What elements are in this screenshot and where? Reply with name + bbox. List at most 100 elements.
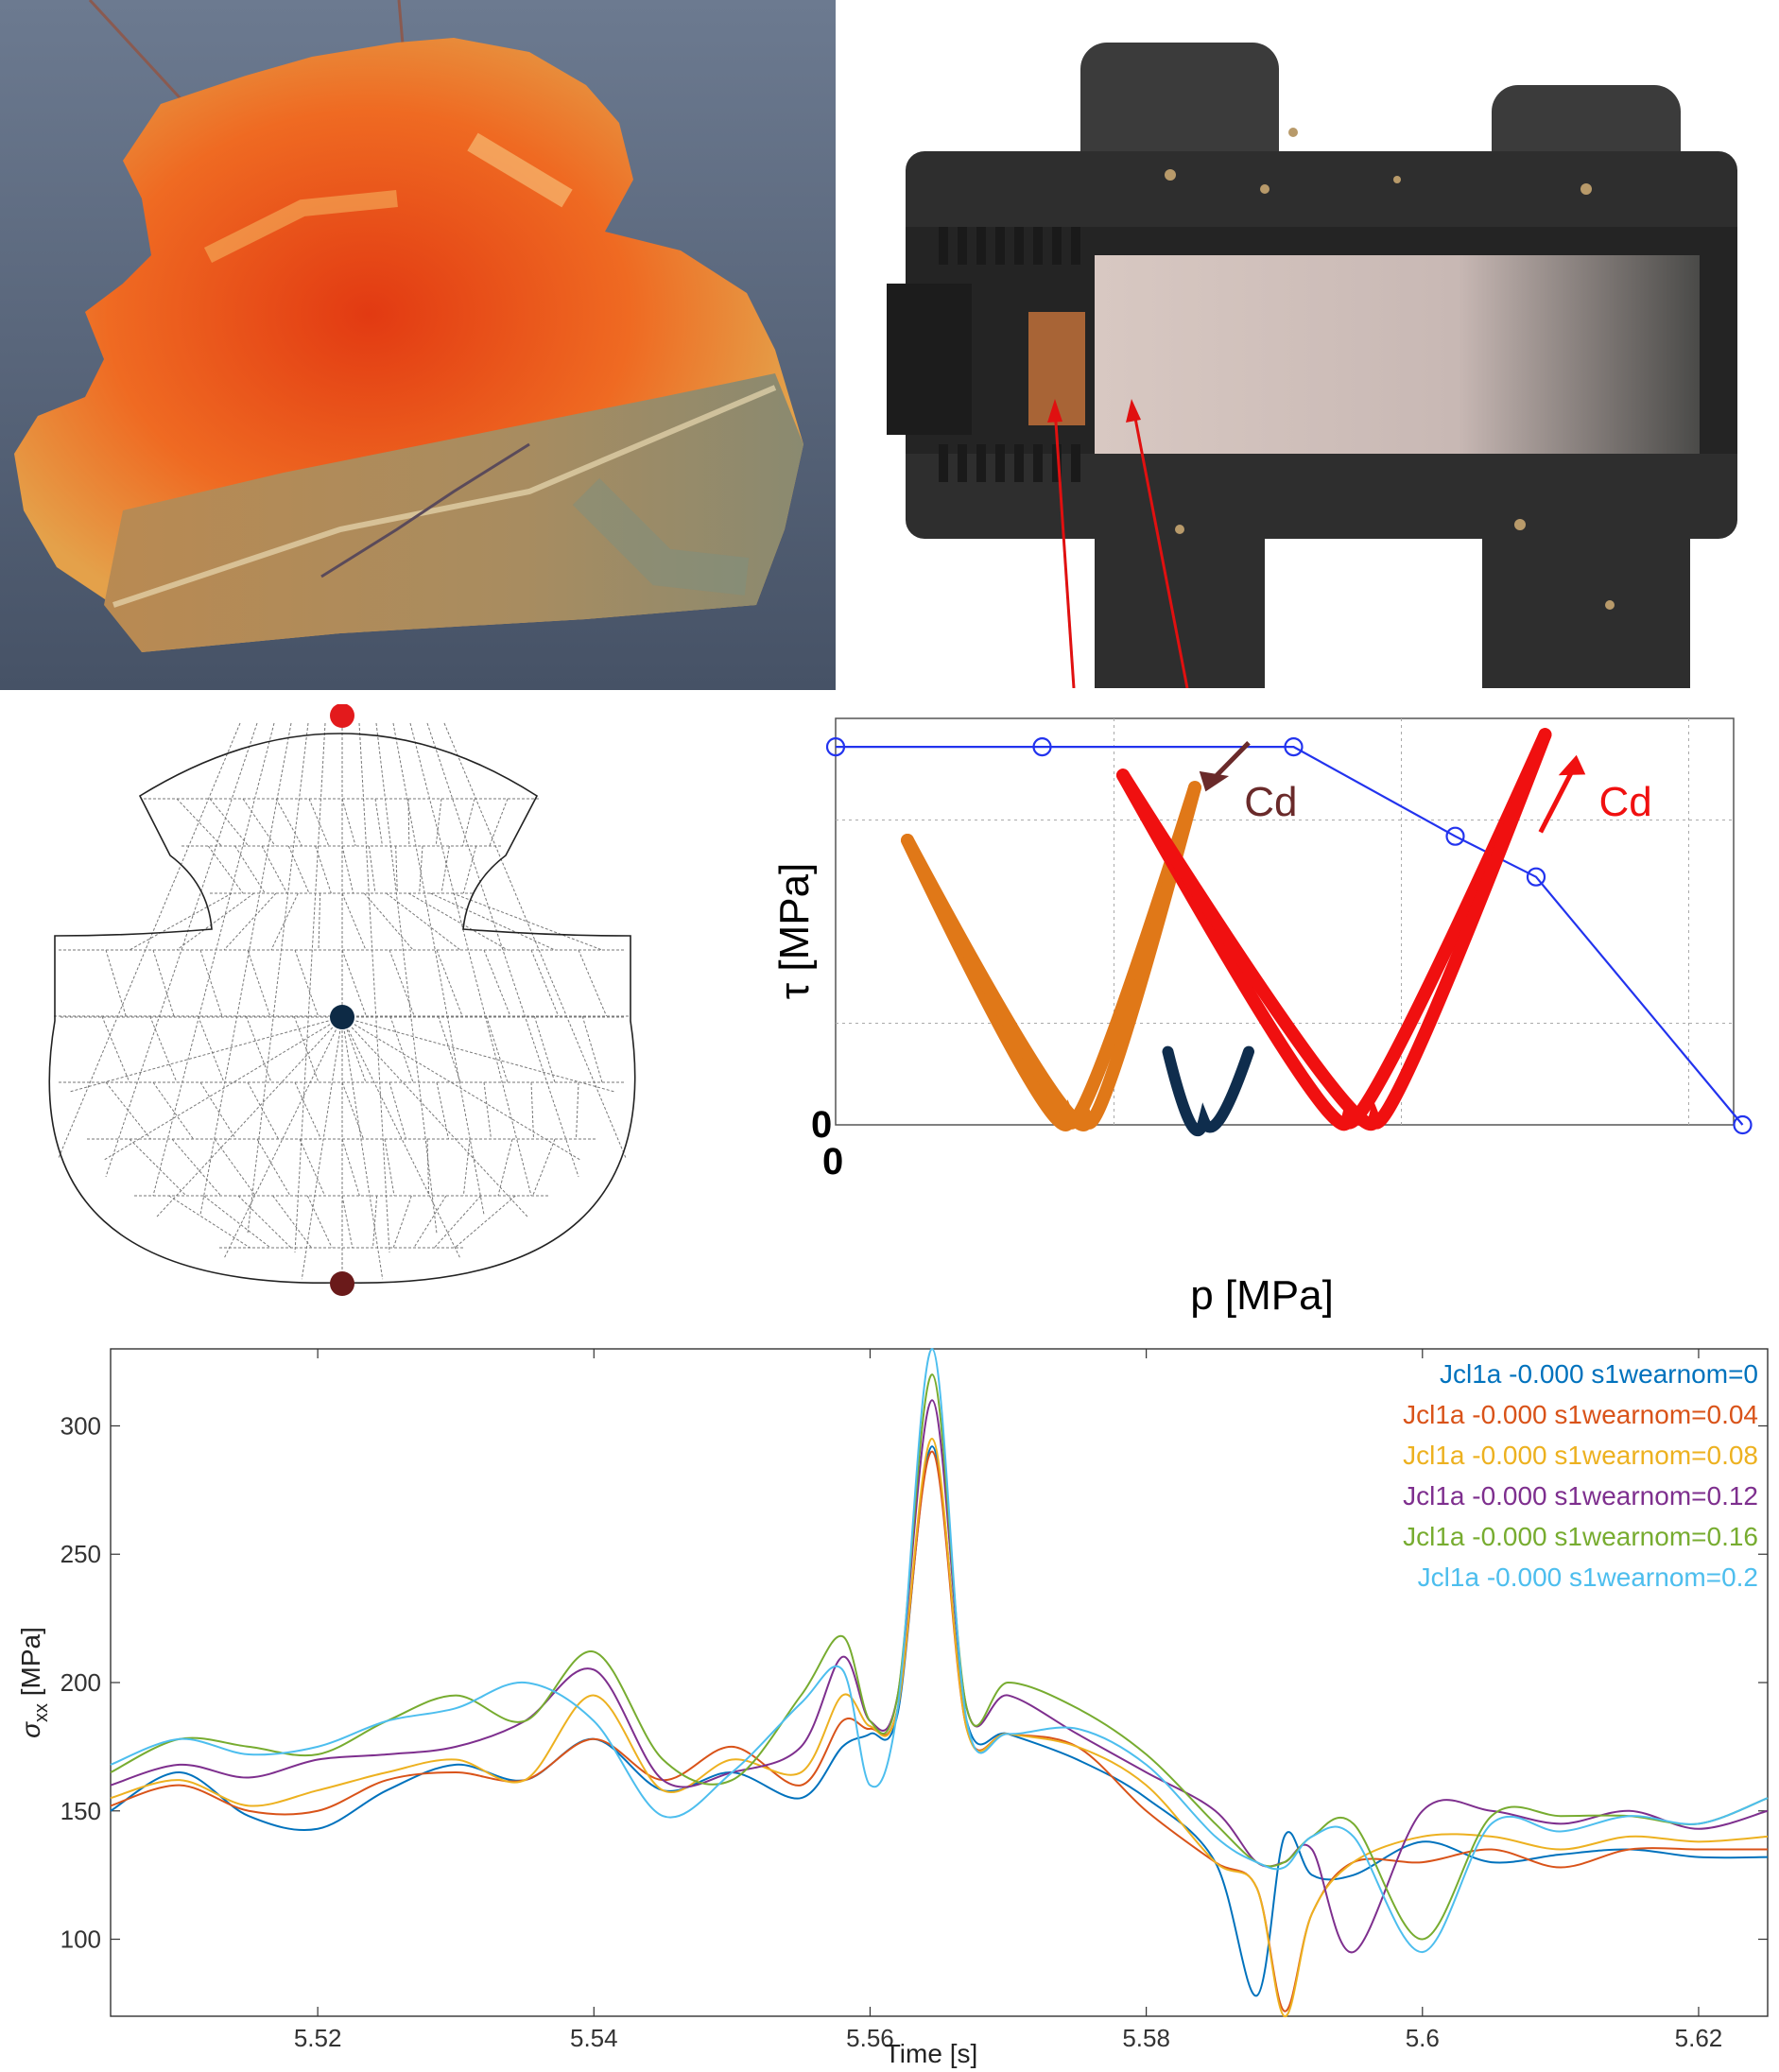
mesh-edge-18 — [392, 722, 485, 1216]
mesh-drawing — [48, 704, 636, 1296]
mesh-edge-110 — [532, 1138, 556, 1197]
mesh-edge-71 — [294, 949, 320, 1017]
mesh-edge-99 — [576, 1081, 579, 1140]
sigma-xx-xtick-label-0: 5.52 — [294, 2024, 342, 2052]
sigma-xx-plot-area — [110, 1348, 1769, 2017]
sigma-xx-y-axis-label-symbol: σ — [16, 1721, 45, 1738]
mesh-edge-14 — [294, 722, 326, 1253]
mesh-edge-28 — [341, 1016, 384, 1280]
mesh-edge-102 — [214, 1138, 256, 1197]
sigma-xx-ytick-label-0: 100 — [60, 1925, 101, 1954]
sigma-xx-ytick-label-3: 250 — [60, 1540, 101, 1568]
tau-p-limit-point-3 — [1445, 826, 1465, 846]
tau-p-limit-point-2 — [1284, 736, 1304, 757]
sigma-xx-legend-entry-2: Jcl1a -0.000 s1wearnom=0.08 — [1403, 1441, 1758, 1470]
mesh-edge-85 — [438, 1015, 461, 1083]
mesh-edge-82 — [293, 1015, 320, 1083]
mesh-edge-53 — [419, 845, 423, 894]
sigma-xx-y-axis-label-unit: [MPa] — [16, 1627, 45, 1703]
mesh-edge-57 — [176, 892, 254, 951]
tau-p-annotation-1: Cd — [1599, 779, 1652, 825]
mesh-edge-55 — [462, 845, 477, 894]
mesh-edge-77 — [578, 949, 608, 1017]
tau-p-limit-point-0 — [825, 736, 846, 757]
mesh-marker-bottom — [330, 1271, 354, 1296]
sigma-xx-legend: Jcl1a -0.000 s1wearnom=0 Jcl1a -0.000 s1w… — [1403, 1359, 1758, 1592]
mesh-edge-19 — [409, 722, 532, 1197]
mesh-edge-56 — [129, 892, 233, 951]
sigma-xx-legend-entry-5: Jcl1a -0.000 s1wearnom=0.2 — [1418, 1563, 1758, 1592]
mesh-edge-50 — [341, 845, 354, 894]
mesh-edge-115 — [306, 1195, 333, 1249]
mesh-edge-48 — [287, 845, 310, 894]
mesh-edge-75 — [483, 949, 511, 1017]
mesh-edge-43 — [462, 798, 475, 847]
mesh-edge-39 — [341, 798, 356, 847]
mesh-edge-86 — [486, 1015, 509, 1083]
tau-p-annotation-arrowhead-0 — [1199, 770, 1230, 792]
mesh-edge-97 — [483, 1081, 492, 1140]
mesh-edge-44 — [489, 798, 509, 847]
mesh-edge-58 — [223, 892, 277, 951]
tau-p-limit-curve — [836, 745, 1744, 1126]
mesh-edge-17 — [375, 722, 438, 1235]
mesh-edge-100 — [129, 1138, 187, 1197]
mesh-edge-109 — [497, 1138, 513, 1197]
mesh-edge-68 — [152, 949, 175, 1017]
sigma-xx-series-5 — [110, 1347, 1769, 1954]
sigma-xx-y-axis-label: σxx [MPa] — [16, 1627, 52, 1738]
mesh-edge-101 — [171, 1138, 222, 1197]
mesh-edge-23 — [70, 1016, 343, 1093]
mesh-edge-87 — [533, 1015, 556, 1083]
tau-p-limit-point-1 — [1032, 736, 1052, 757]
tau-p-y-axis-label: τ [MPa] — [771, 863, 818, 1000]
tau-p-annotation-arrow-0 — [1211, 741, 1251, 782]
mesh-edge-26 — [223, 1016, 343, 1258]
sigma-xx-xtick-label-2: 5.56 — [846, 2024, 894, 2052]
sigma-xx-time-chart: 5.52 5.54 5.56 5.58 5.6 5.62 100 150 200 250 300 J… — [0, 1338, 1779, 2072]
sigma-xx-axes: 5.52 5.54 5.56 5.58 5.6 5.62 100 150 200 250 300 — [60, 1349, 1768, 2052]
mesh-edge-67 — [105, 949, 127, 1017]
mesh-edge-42 — [435, 798, 442, 847]
sigma-xx-plot: 5.52 5.54 5.56 5.58 5.6 5.62 100 150 200 250 300 J… — [16, 1347, 1769, 2068]
mesh-edge-108 — [462, 1138, 471, 1197]
rail-wheel-contact-photo-art — [868, 0, 1749, 688]
mesh-edge-41 — [407, 798, 410, 847]
mesh-edge-12 — [199, 722, 292, 1216]
sigma-xx-legend-entry-4: Jcl1a -0.000 s1wearnom=0.16 — [1403, 1522, 1758, 1551]
mesh-edge-103 — [256, 1138, 291, 1197]
mesh-edge-40 — [374, 798, 383, 847]
tau-p-annotation-arrow-1 — [1538, 769, 1575, 834]
sigma-xx-series-4 — [110, 1373, 1769, 1941]
sigma-xx-xtick-label-1: 5.54 — [570, 2024, 618, 2052]
tau-p-x-axis-label: p [MPa] — [1190, 1272, 1334, 1319]
sigma-xx-legend-entry-0: Jcl1a -0.000 s1wearnom=0 — [1440, 1359, 1758, 1389]
mesh-edge-111 — [168, 1195, 250, 1249]
mesh-edge-116 — [341, 1195, 354, 1249]
fractured-rail-head-photo — [0, 0, 836, 690]
mesh-edge-121 — [454, 1195, 516, 1249]
tau-p-y-origin-label: 0 — [811, 1104, 832, 1146]
mesh-edge-32 — [341, 1016, 614, 1093]
mesh-edge-51 — [368, 845, 376, 894]
mesh-edge-49 — [315, 845, 332, 894]
mesh-edge-47 — [261, 845, 288, 894]
mesh-edge-88 — [581, 1015, 603, 1083]
tau-p-plot: Cd Cd 0 0 p [MPa] τ [MPa] — [771, 717, 1753, 1319]
mesh-edge-63 — [386, 892, 461, 951]
mesh-edge-81 — [245, 1015, 272, 1083]
mesh-edge-113 — [237, 1195, 292, 1249]
mesh-edge-64 — [407, 892, 509, 951]
mesh-edge-46 — [234, 845, 266, 894]
mesh-edge-90 — [152, 1081, 194, 1140]
tau-p-x-origin-label: 0 — [822, 1141, 843, 1183]
mesh-marker-top — [330, 704, 354, 728]
mesh-edge-84 — [389, 1015, 414, 1083]
mesh-edge-114 — [272, 1195, 312, 1249]
mesh-edge-76 — [530, 949, 560, 1017]
mesh-edge-60 — [318, 892, 321, 951]
mesh-edge-105 — [341, 1138, 360, 1197]
mesh-edge-54 — [440, 845, 450, 894]
mesh-edge-72 — [341, 949, 367, 1017]
mesh-edge-107 — [426, 1138, 430, 1197]
